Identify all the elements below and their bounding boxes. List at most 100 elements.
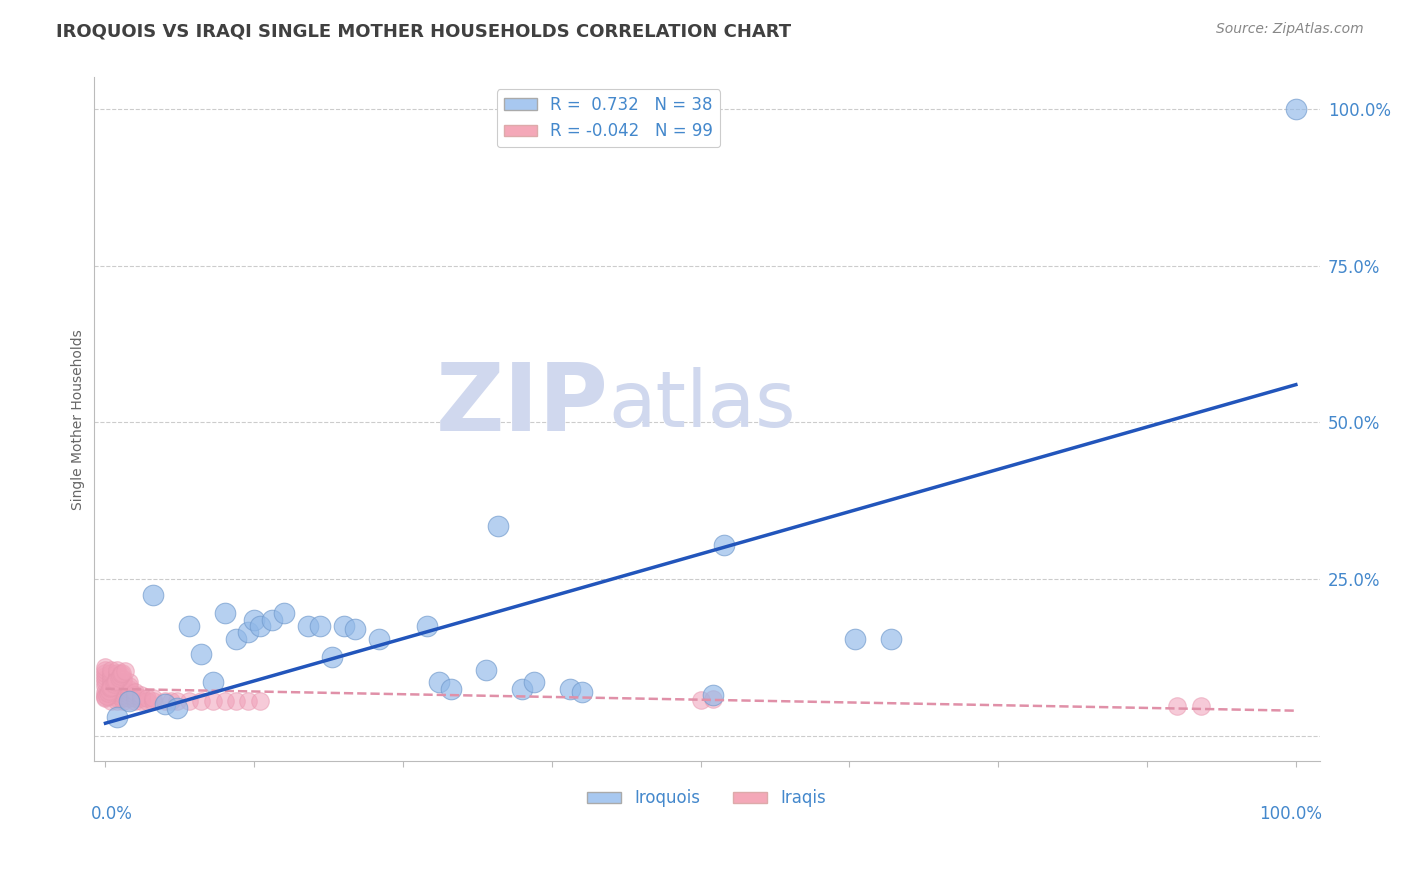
Point (105, 710, 128, 724)
Point (153, 694, 176, 708)
Point (249, 619, 271, 633)
Point (94, 666, 117, 681)
Point (238, 694, 260, 708)
Point (475, 663, 498, 677)
Point (94, 663, 117, 677)
Point (190, 647, 212, 661)
Point (94, 679, 117, 693)
Point (214, 607, 236, 621)
Point (100, 663, 122, 677)
Point (190, 694, 212, 708)
Point (118, 681, 141, 696)
Point (124, 694, 146, 708)
Point (262, 613, 284, 627)
Point (142, 691, 165, 706)
Point (110, 667, 132, 681)
Point (118, 685, 141, 699)
Point (112, 694, 135, 708)
Point (201, 694, 224, 708)
Point (100, 688, 122, 702)
Point (100, 679, 122, 693)
Point (1166, 698, 1188, 713)
Point (94, 691, 117, 706)
Point (98, 683, 121, 698)
Point (100, 694, 122, 708)
Point (160, 694, 183, 708)
Point (321, 650, 343, 665)
Point (332, 619, 354, 633)
Point (100, 675, 122, 690)
Point (1189, 699, 1212, 714)
Point (880, 632, 903, 646)
Point (112, 675, 135, 690)
Point (440, 681, 463, 696)
Point (238, 625, 260, 640)
Point (225, 694, 247, 708)
Point (523, 675, 546, 690)
Point (129, 688, 152, 702)
Point (105, 691, 128, 706)
Point (97, 686, 120, 700)
Point (129, 691, 152, 706)
Point (118, 694, 141, 708)
Point (166, 694, 188, 708)
Text: 100.0%: 100.0% (1260, 805, 1322, 823)
Point (105, 681, 128, 696)
Text: 0.0%: 0.0% (91, 805, 134, 823)
Point (100, 681, 122, 696)
Point (107, 671, 129, 685)
Point (273, 607, 295, 621)
Point (105, 679, 128, 693)
Point (214, 694, 236, 708)
Point (124, 691, 146, 706)
Point (100, 680, 122, 694)
Point (153, 698, 176, 712)
Point (96, 690, 118, 704)
Point (108, 668, 131, 682)
Text: atlas: atlas (609, 368, 796, 443)
Point (112, 681, 135, 696)
Point (124, 688, 146, 702)
Point (201, 675, 224, 690)
Point (713, 537, 735, 551)
Point (297, 619, 319, 633)
Point (124, 685, 146, 699)
Point (427, 675, 450, 690)
Point (177, 694, 200, 708)
Point (142, 588, 165, 602)
Point (118, 679, 141, 693)
Point (105, 669, 128, 683)
Point (225, 632, 247, 646)
Point (486, 518, 509, 533)
Point (98, 681, 121, 695)
Point (103, 677, 125, 691)
Point (689, 693, 711, 707)
Point (702, 688, 724, 702)
Point (105, 673, 128, 687)
Point (94, 675, 117, 690)
Point (112, 673, 135, 687)
Point (702, 692, 724, 706)
Point (105, 666, 128, 681)
Point (94, 669, 117, 683)
Text: IROQUOIS VS IRAQI SINGLE MOTHER HOUSEHOLDS CORRELATION CHART: IROQUOIS VS IRAQI SINGLE MOTHER HOUSEHOL… (56, 22, 792, 40)
Point (142, 694, 165, 708)
Point (112, 685, 135, 699)
Point (177, 619, 200, 633)
Point (844, 632, 866, 646)
Y-axis label: Single Mother Households: Single Mother Households (72, 329, 86, 509)
Point (100, 666, 122, 681)
Point (136, 694, 159, 708)
Point (114, 664, 136, 678)
Point (105, 685, 128, 699)
Point (94, 660, 117, 674)
Point (166, 700, 188, 714)
Point (105, 673, 128, 688)
Point (308, 619, 330, 633)
Point (112, 688, 135, 702)
Point (510, 681, 533, 696)
Text: ZIP: ZIP (436, 359, 609, 451)
Point (94, 685, 117, 699)
Point (105, 694, 128, 708)
Point (129, 694, 152, 708)
